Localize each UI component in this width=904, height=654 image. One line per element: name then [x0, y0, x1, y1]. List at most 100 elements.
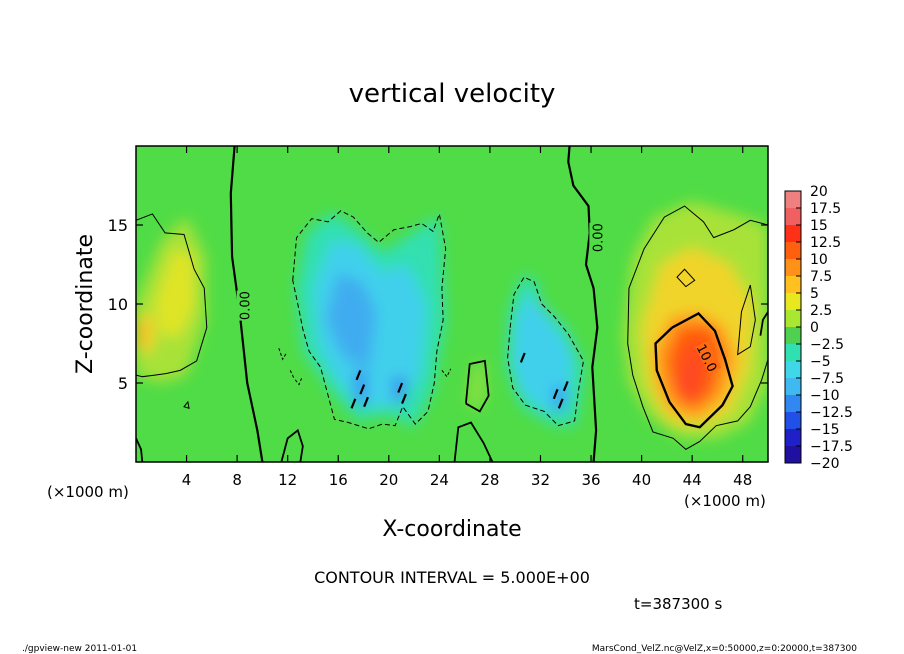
contour-neg5-line — [294, 378, 303, 386]
contour-neg5-line — [278, 348, 287, 361]
contour-label-bg — [236, 290, 251, 321]
x-tick-label: 16 — [329, 471, 348, 489]
colorbar-band — [785, 276, 801, 294]
contour-zero-line — [567, 146, 599, 462]
y-axis: 5 10 15 — [108, 216, 768, 393]
contour-5-line — [737, 284, 756, 356]
contour-neg10-line — [552, 388, 559, 400]
x-unit-label-right: (×1000 m) — [684, 492, 766, 510]
colorbar-label: 20 — [810, 184, 828, 200]
contour-5-line — [676, 268, 696, 288]
x-tick-label: 4 — [182, 471, 192, 489]
field-region — [154, 248, 195, 336]
contour-neg10-line — [519, 352, 526, 363]
field-region — [325, 272, 377, 368]
colorbar-label: −12.5 — [810, 405, 853, 421]
field-region — [465, 360, 487, 410]
colorbar-label: 10 — [810, 252, 828, 268]
field-region — [354, 370, 368, 406]
y-tick-label: 10 — [108, 295, 128, 314]
colorbar-label: −15 — [810, 422, 840, 438]
field-region — [674, 343, 705, 406]
field-region — [136, 319, 147, 347]
x-unit-label: (×1000 m) — [47, 483, 129, 501]
colorbar-label: 15 — [810, 218, 828, 234]
x-tick-label: 40 — [632, 471, 651, 489]
colorbar-label: 17.5 — [810, 201, 841, 217]
colorbar: 2017.51512.5107.552.50−2.5−5−7.5−10−12.5… — [784, 184, 853, 472]
contour-zero-line — [759, 311, 768, 336]
colorbar-band — [785, 327, 801, 345]
field-region — [512, 291, 573, 412]
colorbar-label: −17.5 — [810, 439, 853, 455]
contour-10-line — [654, 311, 734, 429]
contour-neg10-line — [397, 382, 404, 393]
colorbar-label: −5 — [810, 354, 831, 370]
x-axis: 4 8 12 16 20 24 28 32 36 40 44 48 — [182, 146, 752, 489]
contour-neg5-line — [289, 370, 295, 379]
contour-zero-line — [465, 359, 490, 413]
contour-label-bg — [589, 222, 604, 253]
colorbar-label: 12.5 — [810, 235, 841, 251]
x-tick-label: 24 — [430, 471, 449, 489]
contour-zero-line — [280, 428, 304, 462]
contour-neg10-line — [355, 369, 362, 381]
contour-label: 0.00 — [591, 223, 606, 252]
colorbar-label: 2.5 — [810, 303, 832, 319]
footer-left: ./gpview-new 2011-01-01 — [22, 644, 137, 654]
contour-neg5-line — [441, 368, 452, 378]
contour-label: 0.00 — [239, 291, 254, 320]
colorbar-band — [785, 259, 801, 277]
contour-neg10-line — [562, 381, 569, 392]
x-axis-title: X-coordinate — [382, 517, 521, 542]
contour-5-line — [627, 205, 768, 344]
y-tick-label: 5 — [118, 374, 128, 393]
colorbar-band — [785, 395, 801, 413]
x-tick-label: 20 — [379, 471, 398, 489]
contour-zero-line — [136, 437, 144, 462]
colorbar-band — [785, 208, 801, 226]
chart-title: vertical velocity — [349, 79, 556, 109]
colorbar-band — [785, 361, 801, 379]
contour-neg5-line — [292, 210, 447, 430]
contour-interval: CONTOUR INTERVAL = 5.000E+00 — [314, 568, 590, 587]
contour-zero-line — [229, 146, 264, 462]
y-tick-label: 15 — [108, 216, 128, 235]
x-tick-label: 44 — [683, 471, 702, 489]
contour-5-line — [627, 343, 768, 450]
colorbar-band — [785, 378, 801, 396]
contour-neg10-line — [359, 384, 366, 395]
x-tick-label: 28 — [480, 471, 499, 489]
colorbar-band — [785, 429, 801, 447]
colorbar-label: −20 — [810, 456, 840, 472]
time-label: t=387300 s — [634, 595, 722, 613]
contour-5-line — [136, 213, 208, 378]
contour-5-line — [183, 400, 190, 410]
x-tick-label: 36 — [581, 471, 600, 489]
contour-neg10-line — [350, 398, 357, 409]
colorbar-band — [785, 242, 801, 260]
colorbar-band — [785, 446, 801, 464]
contour-neg10-line — [401, 393, 407, 404]
x-tick-label: 8 — [232, 471, 242, 489]
colorbar-band — [785, 293, 801, 311]
colorbar-label: 5 — [810, 286, 819, 302]
contour-label-bg — [695, 340, 722, 374]
colorbar-band — [785, 344, 801, 362]
x-tick-label: 12 — [278, 471, 297, 489]
contour-neg5-line — [507, 276, 584, 427]
contour-neg10-line — [557, 398, 564, 409]
colorbar-label: −2.5 — [810, 337, 844, 353]
y-axis-title: Z-coordinate — [73, 234, 98, 374]
colorbar-label: −10 — [810, 388, 840, 404]
colorbar-band — [785, 412, 801, 430]
colorbar-band — [785, 310, 801, 328]
colorbar-label: 0 — [810, 320, 819, 336]
x-tick-label: 32 — [531, 471, 550, 489]
colorbar-label: −7.5 — [810, 371, 844, 387]
contour-zero-line — [453, 421, 494, 462]
colorbar-label: 7.5 — [810, 269, 832, 285]
x-tick-label: 48 — [733, 471, 752, 489]
